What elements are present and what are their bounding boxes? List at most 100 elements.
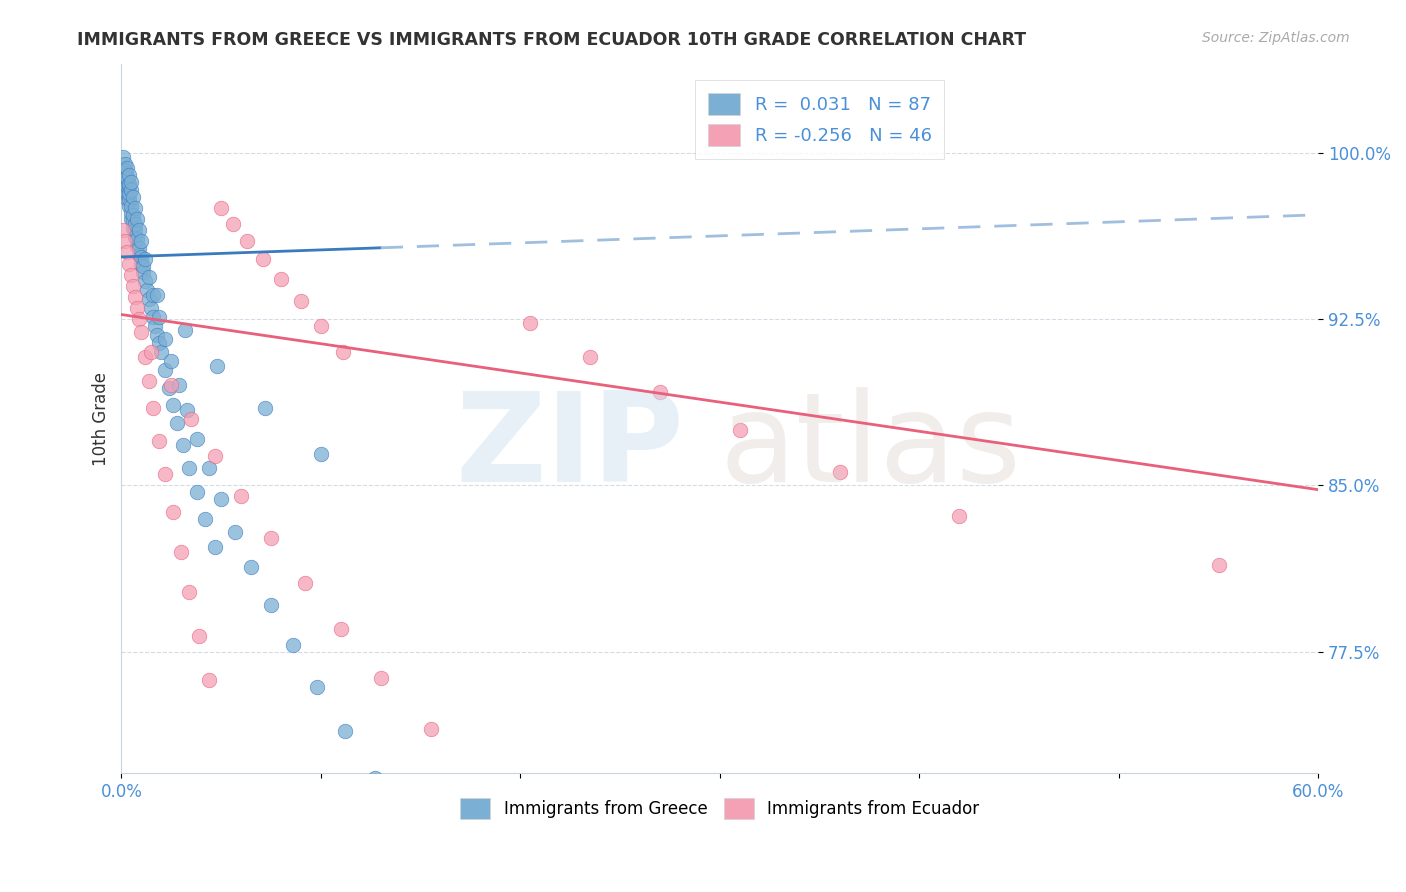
Point: [131, 326, 153, 340]
Point: [305, 680, 328, 694]
Point: [148, 336, 170, 351]
Point: [118, 186, 141, 200]
Point: [114, 172, 136, 186]
Point: [148, 310, 170, 324]
Point: [332, 345, 354, 359]
Point: [252, 252, 274, 267]
Point: [118, 179, 141, 194]
Point: [948, 509, 970, 524]
Point: [155, 467, 177, 482]
Point: [162, 399, 184, 413]
Point: [132, 265, 155, 279]
Point: [579, 350, 602, 364]
Point: [188, 629, 211, 643]
Point: [138, 292, 160, 306]
Point: [470, 775, 492, 789]
Point: [128, 241, 150, 255]
Point: [117, 170, 139, 185]
Point: [118, 256, 141, 270]
Point: [138, 269, 160, 284]
Point: [114, 163, 136, 178]
Point: [194, 511, 217, 525]
Point: [127, 212, 149, 227]
Point: [160, 354, 183, 368]
Point: [118, 192, 141, 206]
Point: [222, 217, 245, 231]
Point: [186, 432, 208, 446]
Point: [209, 201, 232, 215]
Point: [329, 623, 352, 637]
Point: [117, 179, 139, 194]
Point: [132, 259, 155, 273]
Point: [254, 401, 277, 415]
Point: [370, 671, 392, 685]
Point: [142, 287, 165, 301]
Point: [128, 223, 150, 237]
Point: [122, 190, 145, 204]
Point: [204, 450, 226, 464]
Point: [141, 345, 163, 359]
Text: atlas: atlas: [720, 386, 1022, 508]
Point: [131, 256, 153, 270]
Point: [122, 221, 145, 235]
Point: [118, 199, 141, 213]
Point: [131, 235, 153, 249]
Point: [138, 374, 160, 388]
Point: [124, 223, 146, 237]
Point: [260, 598, 283, 612]
Point: [260, 532, 283, 546]
Point: [143, 318, 166, 333]
Point: [134, 252, 156, 267]
Point: [124, 290, 146, 304]
Point: [333, 724, 356, 739]
Point: [117, 192, 139, 206]
Point: [114, 166, 136, 180]
Point: [1208, 558, 1230, 572]
Point: [122, 214, 145, 228]
Point: [120, 199, 142, 213]
Point: [419, 722, 441, 736]
Point: [124, 217, 146, 231]
Point: [114, 186, 136, 200]
Point: [117, 172, 139, 186]
Point: [174, 323, 197, 337]
Point: [112, 172, 135, 186]
Point: [142, 401, 165, 415]
Point: [118, 168, 141, 182]
Point: [186, 484, 208, 499]
Point: [142, 310, 165, 324]
Point: [120, 268, 142, 282]
Point: [169, 378, 191, 392]
Point: [160, 378, 183, 392]
Point: [128, 312, 150, 326]
Point: [120, 183, 142, 197]
Point: [120, 212, 142, 227]
Point: [236, 235, 259, 249]
Point: [122, 208, 145, 222]
Point: [155, 332, 177, 346]
Point: [146, 287, 169, 301]
Point: [136, 283, 159, 297]
Point: [120, 175, 142, 189]
Y-axis label: 10th Grade: 10th Grade: [93, 372, 110, 466]
Point: [240, 560, 263, 574]
Point: [205, 359, 228, 373]
Point: [179, 460, 201, 475]
Point: [122, 278, 145, 293]
Point: [172, 438, 194, 452]
Legend: Immigrants from Greece, Immigrants from Ecuador: Immigrants from Greece, Immigrants from …: [454, 792, 986, 825]
Point: [364, 771, 387, 785]
Point: [131, 250, 153, 264]
Point: [124, 201, 146, 215]
Text: ZIP: ZIP: [456, 386, 683, 508]
Point: [281, 638, 304, 652]
Point: [648, 385, 671, 400]
Point: [180, 411, 202, 425]
Point: [148, 434, 170, 448]
Point: [170, 545, 193, 559]
Point: [294, 575, 316, 590]
Text: IMMIGRANTS FROM GREECE VS IMMIGRANTS FROM ECUADOR 10TH GRADE CORRELATION CHART: IMMIGRANTS FROM GREECE VS IMMIGRANTS FRO…: [77, 31, 1026, 49]
Point: [114, 179, 136, 194]
Point: [141, 301, 163, 315]
Point: [519, 317, 541, 331]
